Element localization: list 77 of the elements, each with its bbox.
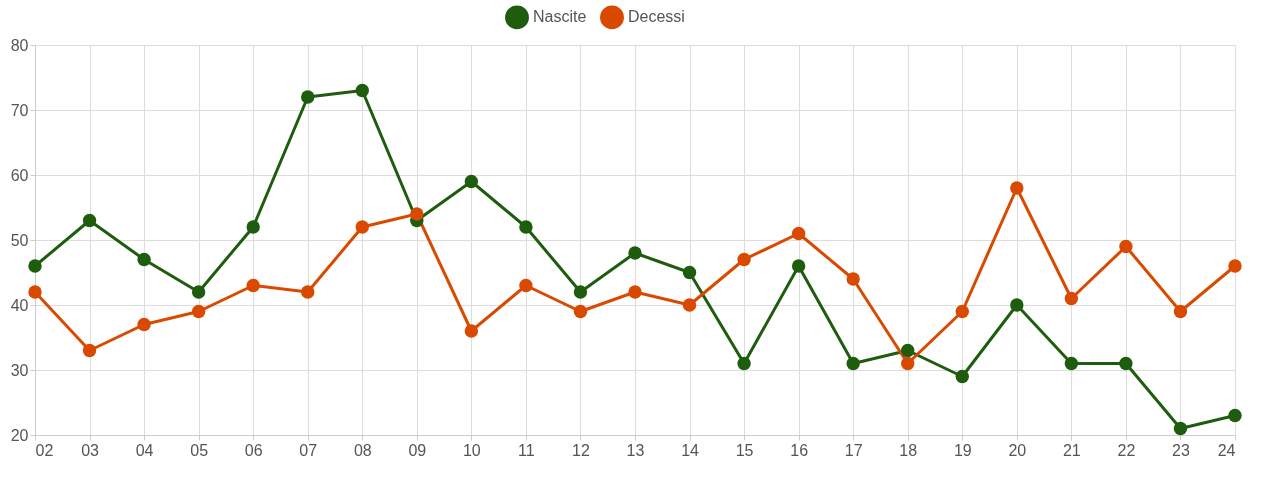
point: [1228, 259, 1242, 273]
point: [1119, 239, 1133, 254]
point: [355, 220, 369, 234]
x-tick-label: 24: [1217, 441, 1236, 459]
point: [464, 174, 479, 189]
x-tick-label: 09: [408, 441, 427, 459]
y-tick-label: 30: [10, 361, 29, 379]
x-tick-label: 22: [1117, 441, 1136, 459]
point: [737, 356, 751, 371]
point: [1173, 421, 1188, 436]
y-tick-label: 70: [10, 101, 29, 119]
point: [301, 90, 315, 104]
point: [573, 304, 588, 319]
point: [846, 356, 860, 371]
x-tick-label: 17: [844, 441, 863, 459]
x-tick-label: 02: [35, 441, 54, 459]
point: [628, 246, 642, 260]
point: [737, 252, 751, 267]
x-tick-label: 11: [518, 441, 535, 459]
x-tick-label: 10: [462, 441, 481, 459]
point: [682, 265, 697, 280]
point: [1010, 181, 1024, 195]
point: [955, 304, 969, 319]
point: [682, 298, 697, 312]
point: [246, 278, 260, 293]
point: [28, 285, 42, 299]
point: [82, 213, 97, 228]
x-tick-label: 14: [681, 441, 700, 459]
x-tick-label: 21: [1062, 441, 1081, 459]
point: [410, 207, 424, 221]
x-tick-label: 07: [299, 441, 318, 459]
point: [901, 356, 915, 371]
point: [628, 285, 642, 299]
point: [137, 252, 151, 267]
x-tick-label: 23: [1172, 441, 1190, 459]
point: [301, 285, 315, 299]
y-tick-label: 50: [10, 231, 29, 249]
x-tick-label: 05: [190, 441, 209, 459]
point: [791, 259, 806, 273]
x-tick-label: 03: [81, 441, 100, 459]
point: [464, 324, 479, 338]
x-tick-label: 06: [244, 441, 263, 459]
x-tick-label: 16: [790, 441, 809, 459]
point: [191, 304, 206, 319]
point: [519, 278, 533, 293]
point: [28, 259, 42, 273]
point: [1228, 408, 1242, 423]
x-tick-label: 04: [135, 441, 154, 459]
point: [355, 83, 369, 98]
x-tick-label: 18: [899, 441, 918, 459]
legend-label: Nascite: [533, 8, 587, 26]
x-tick-label: 19: [953, 441, 972, 459]
x-tick-label: 12: [572, 441, 590, 459]
point: [791, 226, 806, 241]
point: [573, 285, 588, 299]
point: [1064, 291, 1079, 306]
point: [1010, 298, 1024, 312]
point: [246, 220, 260, 234]
x-tick-label: 08: [353, 441, 372, 459]
x-tick-label: 15: [735, 441, 754, 459]
point: [519, 220, 533, 234]
point: [1064, 356, 1079, 371]
point: [955, 369, 969, 384]
point: [191, 285, 206, 299]
point: [846, 272, 860, 286]
point: [901, 343, 915, 358]
y-tick-label: 60: [10, 166, 29, 184]
y-tick-label: 80: [10, 36, 29, 54]
y-tick-label: 20: [10, 426, 29, 444]
y-tick-label: 40: [10, 296, 29, 314]
point: [1173, 304, 1188, 319]
point: [137, 317, 151, 332]
point: [1119, 356, 1133, 371]
x-tick-label: 20: [1008, 441, 1027, 459]
point: [82, 343, 97, 358]
legend-label: Decessi: [628, 8, 685, 26]
x-tick-label: 13: [626, 441, 645, 459]
